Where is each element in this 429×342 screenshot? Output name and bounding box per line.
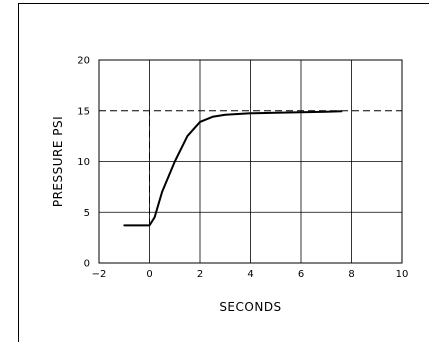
y-tick-labels: 0 5 10 15 20 bbox=[77, 56, 90, 270]
y-tick-label: 20 bbox=[77, 56, 90, 67]
y-tick-label: 0 bbox=[84, 259, 90, 270]
grid bbox=[99, 60, 402, 263]
y-tick-label: 10 bbox=[77, 157, 90, 168]
reference-lines bbox=[99, 110, 402, 226]
x-tick-label: −2 bbox=[92, 269, 107, 280]
series-line-pressure bbox=[123, 110, 343, 227]
series bbox=[123, 110, 343, 227]
x-tick-label: 8 bbox=[348, 269, 354, 280]
x-tick-labels: −2 0 2 4 6 8 10 bbox=[92, 269, 409, 280]
x-tick-label: 2 bbox=[197, 269, 203, 280]
x-tick-label: 10 bbox=[396, 269, 409, 280]
y-axis-label: PRESSURE PSI bbox=[51, 116, 65, 207]
x-axis-label: SECONDS bbox=[219, 300, 281, 314]
x-tick-label: 6 bbox=[298, 269, 304, 280]
y-tick-label: 15 bbox=[77, 106, 90, 117]
x-tick-label: 0 bbox=[146, 269, 152, 280]
y-tick-label: 5 bbox=[84, 208, 90, 219]
x-tick-label: 4 bbox=[247, 269, 253, 280]
plot-area-border bbox=[98, 59, 403, 264]
